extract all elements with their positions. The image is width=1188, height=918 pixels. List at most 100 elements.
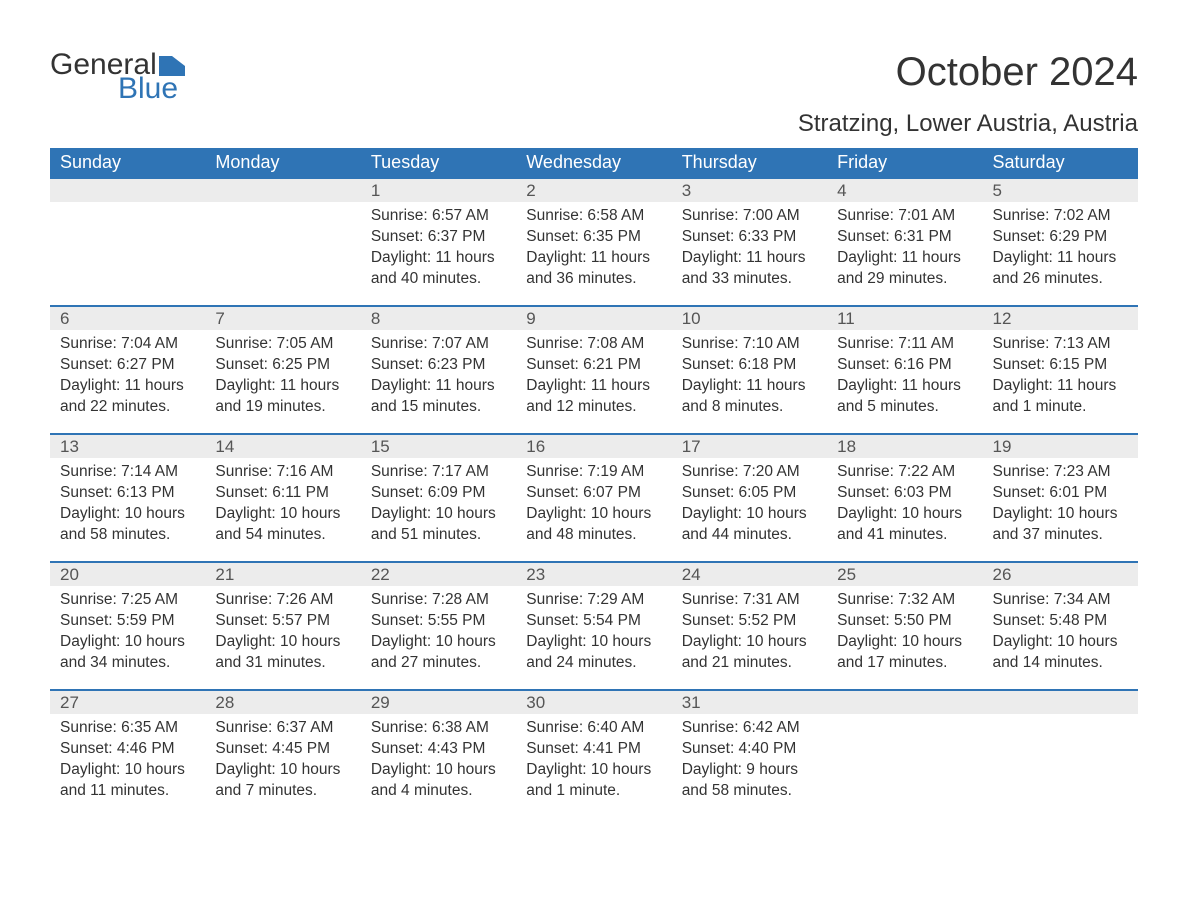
daylight-text: Daylight: 10 hours and 37 minutes.: [993, 504, 1128, 546]
sunset-text: Sunset: 6:33 PM: [682, 227, 817, 248]
sunset-text: Sunset: 6:21 PM: [526, 355, 661, 376]
day-content: Sunrise: 7:25 AMSunset: 5:59 PMDaylight:…: [50, 586, 205, 682]
calendar-day-cell: 31Sunrise: 6:42 AMSunset: 4:40 PMDayligh…: [672, 690, 827, 818]
sunset-text: Sunset: 5:52 PM: [682, 611, 817, 632]
calendar-day-cell: 27Sunrise: 6:35 AMSunset: 4:46 PMDayligh…: [50, 690, 205, 818]
daylight-text: Daylight: 10 hours and 34 minutes.: [60, 632, 195, 674]
sunrise-text: Sunrise: 7:25 AM: [60, 590, 195, 611]
day-content: Sunrise: 7:01 AMSunset: 6:31 PMDaylight:…: [827, 202, 982, 298]
calendar-day-cell: 15Sunrise: 7:17 AMSunset: 6:09 PMDayligh…: [361, 434, 516, 562]
sunrise-text: Sunrise: 6:35 AM: [60, 718, 195, 739]
daylight-text: Daylight: 10 hours and 14 minutes.: [993, 632, 1128, 674]
sunset-text: Sunset: 4:46 PM: [60, 739, 195, 760]
daylight-text: Daylight: 10 hours and 4 minutes.: [371, 760, 506, 802]
day-number: 28: [205, 691, 360, 714]
daylight-text: Daylight: 11 hours and 22 minutes.: [60, 376, 195, 418]
sunset-text: Sunset: 5:50 PM: [837, 611, 972, 632]
day-number: 22: [361, 563, 516, 586]
daylight-text: Daylight: 11 hours and 5 minutes.: [837, 376, 972, 418]
daylight-text: Daylight: 11 hours and 26 minutes.: [993, 248, 1128, 290]
day-content: Sunrise: 7:31 AMSunset: 5:52 PMDaylight:…: [672, 586, 827, 682]
sunrise-text: Sunrise: 6:37 AM: [215, 718, 350, 739]
month-title: October 2024: [896, 50, 1138, 95]
day-number: 20: [50, 563, 205, 586]
calendar-day-cell: 6Sunrise: 7:04 AMSunset: 6:27 PMDaylight…: [50, 306, 205, 434]
daylight-text: Daylight: 10 hours and 27 minutes.: [371, 632, 506, 674]
day-number: [205, 179, 360, 202]
sunset-text: Sunset: 4:43 PM: [371, 739, 506, 760]
day-content: Sunrise: 7:11 AMSunset: 6:16 PMDaylight:…: [827, 330, 982, 426]
sunset-text: Sunset: 5:57 PM: [215, 611, 350, 632]
day-content: Sunrise: 7:00 AMSunset: 6:33 PMDaylight:…: [672, 202, 827, 298]
day-content: Sunrise: 7:22 AMSunset: 6:03 PMDaylight:…: [827, 458, 982, 554]
calendar-day-cell: [205, 178, 360, 306]
weekday-header: Saturday: [983, 148, 1138, 178]
day-content: Sunrise: 7:02 AMSunset: 6:29 PMDaylight:…: [983, 202, 1138, 298]
calendar-week-row: 6Sunrise: 7:04 AMSunset: 6:27 PMDaylight…: [50, 306, 1138, 434]
brand-logo: General Blue: [50, 50, 185, 104]
calendar-day-cell: 2Sunrise: 6:58 AMSunset: 6:35 PMDaylight…: [516, 178, 671, 306]
daylight-text: Daylight: 10 hours and 54 minutes.: [215, 504, 350, 546]
day-number: [50, 179, 205, 202]
day-content: [983, 714, 1138, 726]
weekday-header: Thursday: [672, 148, 827, 178]
day-content: Sunrise: 7:29 AMSunset: 5:54 PMDaylight:…: [516, 586, 671, 682]
sunrise-text: Sunrise: 7:07 AM: [371, 334, 506, 355]
sunrise-text: Sunrise: 7:16 AM: [215, 462, 350, 483]
sunrise-text: Sunrise: 6:40 AM: [526, 718, 661, 739]
day-number: 8: [361, 307, 516, 330]
calendar-day-cell: 25Sunrise: 7:32 AMSunset: 5:50 PMDayligh…: [827, 562, 982, 690]
sunrise-text: Sunrise: 7:08 AM: [526, 334, 661, 355]
weekday-header: Friday: [827, 148, 982, 178]
sunset-text: Sunset: 6:18 PM: [682, 355, 817, 376]
sunset-text: Sunset: 5:48 PM: [993, 611, 1128, 632]
day-content: [205, 202, 360, 214]
calendar-week-row: 1Sunrise: 6:57 AMSunset: 6:37 PMDaylight…: [50, 178, 1138, 306]
calendar-day-cell: 21Sunrise: 7:26 AMSunset: 5:57 PMDayligh…: [205, 562, 360, 690]
sunset-text: Sunset: 6:31 PM: [837, 227, 972, 248]
daylight-text: Daylight: 10 hours and 48 minutes.: [526, 504, 661, 546]
location: Stratzing, Lower Austria, Austria: [50, 110, 1138, 138]
day-number: 7: [205, 307, 360, 330]
day-number: 17: [672, 435, 827, 458]
day-content: [827, 714, 982, 726]
sunset-text: Sunset: 5:59 PM: [60, 611, 195, 632]
calendar-day-cell: 19Sunrise: 7:23 AMSunset: 6:01 PMDayligh…: [983, 434, 1138, 562]
calendar-day-cell: 1Sunrise: 6:57 AMSunset: 6:37 PMDaylight…: [361, 178, 516, 306]
calendar-table: Sunday Monday Tuesday Wednesday Thursday…: [50, 148, 1138, 818]
daylight-text: Daylight: 10 hours and 24 minutes.: [526, 632, 661, 674]
sunset-text: Sunset: 6:05 PM: [682, 483, 817, 504]
day-content: Sunrise: 7:14 AMSunset: 6:13 PMDaylight:…: [50, 458, 205, 554]
day-number: [983, 691, 1138, 714]
daylight-text: Daylight: 11 hours and 40 minutes.: [371, 248, 506, 290]
sunset-text: Sunset: 6:23 PM: [371, 355, 506, 376]
sunrise-text: Sunrise: 7:19 AM: [526, 462, 661, 483]
day-content: Sunrise: 7:19 AMSunset: 6:07 PMDaylight:…: [516, 458, 671, 554]
daylight-text: Daylight: 11 hours and 15 minutes.: [371, 376, 506, 418]
daylight-text: Daylight: 10 hours and 41 minutes.: [837, 504, 972, 546]
sunset-text: Sunset: 6:13 PM: [60, 483, 195, 504]
calendar-day-cell: 4Sunrise: 7:01 AMSunset: 6:31 PMDaylight…: [827, 178, 982, 306]
day-number: 3: [672, 179, 827, 202]
daylight-text: Daylight: 10 hours and 31 minutes.: [215, 632, 350, 674]
sunrise-text: Sunrise: 7:14 AM: [60, 462, 195, 483]
day-content: Sunrise: 7:23 AMSunset: 6:01 PMDaylight:…: [983, 458, 1138, 554]
sunrise-text: Sunrise: 7:31 AM: [682, 590, 817, 611]
weekday-header-row: Sunday Monday Tuesday Wednesday Thursday…: [50, 148, 1138, 178]
day-number: 1: [361, 179, 516, 202]
day-number: 29: [361, 691, 516, 714]
sunrise-text: Sunrise: 7:17 AM: [371, 462, 506, 483]
sunset-text: Sunset: 6:09 PM: [371, 483, 506, 504]
calendar-day-cell: 10Sunrise: 7:10 AMSunset: 6:18 PMDayligh…: [672, 306, 827, 434]
calendar-day-cell: 26Sunrise: 7:34 AMSunset: 5:48 PMDayligh…: [983, 562, 1138, 690]
day-number: 23: [516, 563, 671, 586]
sunrise-text: Sunrise: 7:23 AM: [993, 462, 1128, 483]
day-content: Sunrise: 6:37 AMSunset: 4:45 PMDaylight:…: [205, 714, 360, 810]
day-content: Sunrise: 7:10 AMSunset: 6:18 PMDaylight:…: [672, 330, 827, 426]
sunrise-text: Sunrise: 7:22 AM: [837, 462, 972, 483]
day-number: 18: [827, 435, 982, 458]
day-content: Sunrise: 6:57 AMSunset: 6:37 PMDaylight:…: [361, 202, 516, 298]
sunrise-text: Sunrise: 6:57 AM: [371, 206, 506, 227]
sunrise-text: Sunrise: 7:29 AM: [526, 590, 661, 611]
daylight-text: Daylight: 10 hours and 58 minutes.: [60, 504, 195, 546]
